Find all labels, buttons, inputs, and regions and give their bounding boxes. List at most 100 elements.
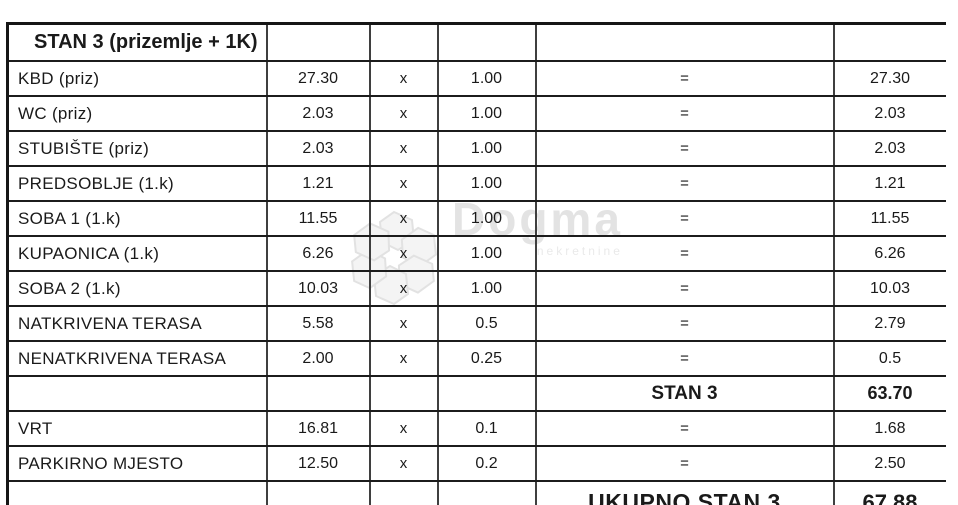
subtotal-label: STAN 3 [534,375,835,412]
cell-coefficient: 0.2 [436,445,537,482]
cell-room-name: PREDSOBLJE (1.k) [6,165,268,202]
table-title: STAN 3 (prizemlje + 1K) [6,22,268,62]
cell-room-name: PARKIRNO MJESTO [6,445,268,482]
cell-area: 11.55 [265,200,371,237]
cell-multiply-sign: x [368,60,439,97]
cell-equals-sign: = [534,235,835,272]
table-row: PREDSOBLJE (1.k) 1.21 x 1.00 = 1.21 [6,165,946,202]
cell-room-name: VRT [6,410,268,447]
cell-equals-sign: = [534,60,835,97]
cell-coefficient: 0.1 [436,410,537,447]
cell-area: 10.03 [265,270,371,307]
empty-cell [436,375,537,412]
cell-coefficient: 1.00 [436,165,537,202]
cell-result: 2.03 [832,95,946,132]
cell-room-name: STUBIŠTE (priz) [6,130,268,167]
cell-result: 2.03 [832,130,946,167]
empty-cell [368,480,439,505]
cell-multiply-sign: x [368,200,439,237]
cell-multiply-sign: x [368,270,439,307]
empty-cell [368,22,439,62]
table-row: STUBIŠTE (priz) 2.03 x 1.00 = 2.03 [6,130,946,167]
empty-cell [832,22,946,62]
cell-area: 27.30 [265,60,371,97]
cell-result: 0.5 [832,340,946,377]
cell-room-name: SOBA 1 (1.k) [6,200,268,237]
cell-result: 2.50 [832,445,946,482]
cell-coefficient: 1.00 [436,270,537,307]
cell-result: 10.03 [832,270,946,307]
table-row: KUPAONICA (1.k) 6.26 x 1.00 = 6.26 [6,235,946,272]
cell-equals-sign: = [534,270,835,307]
table-row: SOBA 2 (1.k) 10.03 x 1.00 = 10.03 [6,270,946,307]
cell-area: 5.58 [265,305,371,342]
cell-multiply-sign: x [368,165,439,202]
cell-result: 1.21 [832,165,946,202]
empty-cell [436,22,537,62]
cell-area: 2.03 [265,130,371,167]
cell-coefficient: 1.00 [436,200,537,237]
cell-equals-sign: = [534,410,835,447]
empty-cell [368,375,439,412]
empty-cell [436,480,537,505]
cell-result: 27.30 [832,60,946,97]
cell-area: 6.26 [265,235,371,272]
cell-result: 2.79 [832,305,946,342]
cell-multiply-sign: x [368,340,439,377]
cell-result: 1.68 [832,410,946,447]
cell-equals-sign: = [534,445,835,482]
table-row: SOBA 1 (1.k) 11.55 x 1.00 = 11.55 [6,200,946,237]
empty-cell [534,22,835,62]
cell-room-name: NATKRIVENA TERASA [6,305,268,342]
cell-equals-sign: = [534,200,835,237]
empty-cell [6,480,268,505]
cell-multiply-sign: x [368,235,439,272]
total-value: 67.88 [832,480,946,505]
total-label: UKUPNO STAN 3 [534,480,835,505]
total-row: UKUPNO STAN 3 67.88 [6,480,946,505]
table-row: WC (priz) 2.03 x 1.00 = 2.03 [6,95,946,132]
cell-area: 2.00 [265,340,371,377]
cell-multiply-sign: x [368,445,439,482]
empty-cell [265,22,371,62]
cell-coefficient: 1.00 [436,60,537,97]
cell-equals-sign: = [534,340,835,377]
cell-multiply-sign: x [368,130,439,167]
cell-multiply-sign: x [368,95,439,132]
cell-result: 11.55 [832,200,946,237]
cell-coefficient: 1.00 [436,235,537,272]
table-row: NENATKRIVENA TERASA 2.00 x 0.25 = 0.5 [6,340,946,377]
cell-result: 6.26 [832,235,946,272]
cell-room-name: NENATKRIVENA TERASA [6,340,268,377]
cell-multiply-sign: x [368,305,439,342]
table-row: KBD (priz) 27.30 x 1.00 = 27.30 [6,60,946,97]
cell-area: 16.81 [265,410,371,447]
cell-multiply-sign: x [368,410,439,447]
table-row: VRT 16.81 x 0.1 = 1.68 [6,410,946,447]
cell-coefficient: 0.25 [436,340,537,377]
cell-coefficient: 1.00 [436,95,537,132]
cell-coefficient: 0.5 [436,305,537,342]
cell-equals-sign: = [534,165,835,202]
cell-room-name: KUPAONICA (1.k) [6,235,268,272]
table-row: PARKIRNO MJESTO 12.50 x 0.2 = 2.50 [6,445,946,482]
empty-cell [6,375,268,412]
table-header-row: STAN 3 (prizemlje + 1K) [6,22,946,62]
cell-area: 2.03 [265,95,371,132]
cell-equals-sign: = [534,95,835,132]
cell-area: 12.50 [265,445,371,482]
empty-cell [265,480,371,505]
empty-cell [265,375,371,412]
area-calculation-table: STAN 3 (prizemlje + 1K) KBD (priz) 27.30… [6,22,946,505]
cell-room-name: KBD (priz) [6,60,268,97]
subtotal-row: STAN 3 63.70 [6,375,946,412]
cell-equals-sign: = [534,305,835,342]
cell-room-name: WC (priz) [6,95,268,132]
table-row: NATKRIVENA TERASA 5.58 x 0.5 = 2.79 [6,305,946,342]
cell-coefficient: 1.00 [436,130,537,167]
cell-area: 1.21 [265,165,371,202]
cell-equals-sign: = [534,130,835,167]
subtotal-value: 63.70 [832,375,946,412]
cell-room-name: SOBA 2 (1.k) [6,270,268,307]
